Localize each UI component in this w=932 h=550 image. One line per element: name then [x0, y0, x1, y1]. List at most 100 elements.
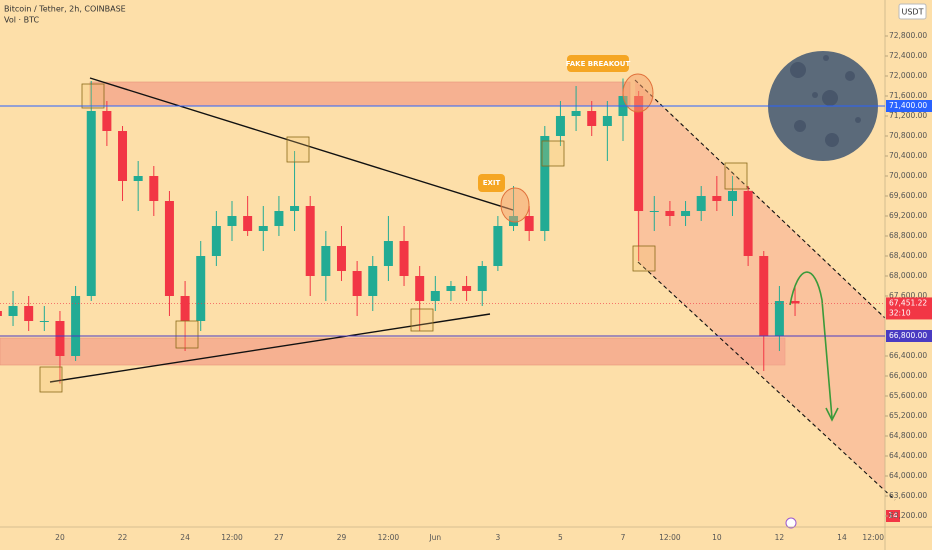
candle-body	[462, 286, 472, 291]
y-tick-label: 66,400.00	[889, 351, 927, 360]
candle-body	[258, 226, 268, 231]
x-tick-label: 20	[55, 533, 65, 542]
y-tick-label: 64,400.00	[889, 451, 927, 460]
projection-arrow	[789, 271, 833, 419]
countdown: 32:10	[889, 308, 911, 317]
chart-title: Bitcoin / Tether, 2h, COINBASE	[4, 5, 126, 14]
candle-body	[55, 321, 65, 356]
candle-body	[227, 216, 237, 226]
y-tick-label: 70,000.00	[889, 171, 927, 180]
y-tick-label: 72,800.00	[889, 31, 927, 40]
price-tag-label: 71,400.00	[889, 101, 927, 110]
annotation-box	[567, 55, 629, 72]
x-tick-label: Jun	[428, 533, 441, 542]
annotation-label: EXIT	[483, 179, 501, 187]
candles	[0, 78, 800, 384]
candle-body	[8, 306, 18, 316]
y-tick-label: 69,200.00	[889, 211, 927, 220]
x-tick-label: 7	[621, 533, 626, 542]
candle-body	[133, 176, 143, 181]
candle-body	[0, 311, 2, 316]
candle-body	[383, 241, 393, 266]
candle-body	[415, 276, 425, 301]
candle-body	[446, 286, 456, 291]
x-tick-label: 10	[712, 533, 722, 542]
y-tick-label: 65,600.00	[889, 391, 927, 400]
trend-line	[89, 77, 514, 211]
resistance-zone	[89, 81, 631, 107]
y-tick-label: 69,600.00	[889, 191, 927, 200]
candle-body	[634, 96, 644, 211]
x-tick-label: 12:00	[659, 533, 681, 542]
x-tick-label: 27	[274, 533, 284, 542]
y-tick-label: 66,000.00	[889, 371, 927, 380]
currency[interactable]: USDT	[902, 8, 924, 17]
candle-body	[649, 211, 659, 212]
support-zone	[0, 337, 786, 366]
overlays	[39, 51, 878, 529]
candle-body	[336, 246, 346, 271]
candle-body	[24, 306, 34, 321]
price-tag	[886, 330, 932, 342]
y-tick-label: 68,400.00	[889, 251, 927, 260]
last-price-label: 67,451.22	[889, 298, 927, 307]
candle-body	[149, 176, 159, 201]
y-tick-label: 63,600.00	[889, 491, 927, 500]
y-tick-label: 71,600.00	[889, 91, 927, 100]
candle-body	[681, 211, 691, 216]
x-tick-label: 12	[775, 533, 785, 542]
candle-body	[274, 211, 284, 226]
candle-body	[540, 136, 550, 231]
y-tick-label: 64,800.00	[889, 431, 927, 440]
y-tick-label: 67,600.00	[889, 291, 927, 300]
candle-body	[571, 111, 581, 116]
x-tick-label: 12:00	[378, 533, 400, 542]
candle-body	[555, 116, 565, 136]
candle-body	[243, 216, 253, 231]
candle-body	[211, 226, 221, 256]
candle-body	[696, 196, 706, 211]
candle-body	[102, 111, 112, 131]
subtitle: Vol · BTC	[4, 16, 40, 25]
x-tick-label: 29	[337, 533, 347, 542]
candle-body	[477, 266, 487, 291]
candle-body	[743, 191, 753, 256]
candle-body	[368, 266, 378, 296]
candle-body	[196, 256, 206, 321]
candle-body	[321, 246, 331, 276]
channel-line	[634, 79, 886, 319]
y-tick-label: 65,200.00	[889, 411, 927, 420]
annotation-box	[478, 174, 505, 192]
candle-body	[39, 321, 49, 322]
price-tag	[886, 100, 932, 112]
candle-body	[727, 191, 737, 201]
candle-body	[86, 111, 96, 296]
volume-label: 14	[888, 511, 898, 520]
volume-tag	[886, 510, 900, 522]
candle-body	[118, 131, 128, 181]
arrow-head	[825, 407, 839, 422]
pivot-boxes	[39, 83, 748, 393]
x-tick-label: 22	[118, 533, 128, 542]
currency-box[interactable]	[898, 3, 927, 20]
candle-body	[164, 201, 174, 296]
candle-body	[602, 116, 612, 126]
price-tag-label: 66,800.00	[889, 331, 927, 340]
x-tick-label: 3	[495, 533, 500, 542]
candle-body	[524, 216, 534, 231]
candle-body	[587, 111, 597, 126]
y-tick-label: 71,200.00	[889, 111, 927, 120]
channel-line	[637, 261, 896, 501]
candle-body	[790, 301, 800, 304]
trend-line	[49, 313, 491, 383]
y-tick-label: 64,000.00	[889, 471, 927, 480]
candle-body	[712, 196, 722, 201]
annotation-label: FAKE BREAKOUT	[566, 60, 631, 68]
x-tick-label: 12:00	[221, 533, 243, 542]
y-tick-label: 68,800.00	[889, 231, 927, 240]
y-tick-label: 70,800.00	[889, 131, 927, 140]
y-tick-label: 63,200.00	[889, 511, 927, 520]
candle-body	[305, 206, 315, 276]
